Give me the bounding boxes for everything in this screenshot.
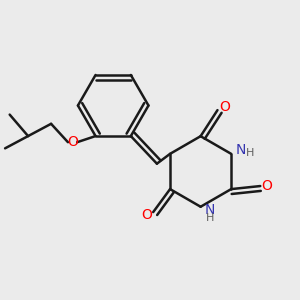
Text: H: H — [246, 148, 255, 158]
Text: N: N — [235, 143, 245, 157]
Text: N: N — [205, 203, 215, 217]
Text: O: O — [141, 208, 152, 222]
Text: H: H — [206, 213, 214, 224]
Text: O: O — [262, 179, 272, 193]
Text: O: O — [219, 100, 230, 114]
Text: O: O — [67, 135, 78, 149]
